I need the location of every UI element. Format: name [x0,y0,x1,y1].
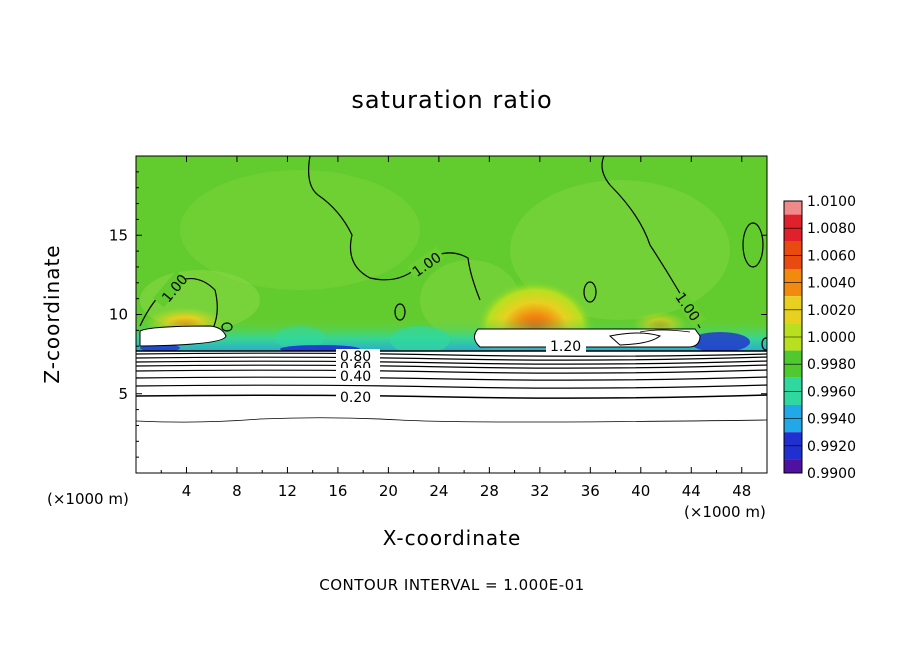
colorbar-segment [784,241,802,256]
colorbar-segment [784,296,802,310]
colorbar-segment [784,377,802,392]
y-tick-label: 5 [118,385,128,403]
colorbar-label: 0.9960 [807,384,856,400]
colorbar-label: 1.0060 [807,248,856,264]
colorbar-segment [784,255,802,269]
colorbar-segment [784,418,802,433]
colorbar-segment [784,337,802,351]
x-tick-label: 36 [581,482,600,500]
colorbar-segment [784,391,802,405]
y-axis: 5 10 15 [109,171,767,458]
colorbar-label: 0.9900 [807,466,856,482]
contour-lines [136,156,767,423]
colorbar-segment [784,228,802,242]
contour-interval-note: CONTOUR INTERVAL = 1.000E-01 [319,576,585,594]
y-axis-label: Z-coordinate [40,244,64,384]
colorbar-segment [784,323,802,337]
x-tick-label: 48 [732,482,751,500]
x-tick-label: 8 [232,482,242,500]
colorbar-label: 1.0100 [807,194,856,210]
colorbar-segment [784,309,802,324]
contour-label: 0.40 [340,369,371,385]
x-axis: 4 8 12 16 20 24 28 32 36 40 44 48 [160,156,751,500]
colorbar-segment [784,364,802,378]
colorbar-label: 0.9920 [807,439,856,455]
colorbar-segment [784,445,802,460]
colorbar-segment [784,201,802,215]
x-tick-label: 4 [182,482,192,500]
heatmap-field: 1.00 1.00 1.00 1.20 0.80 0.60 0.40 0.20 [136,156,767,473]
colorbar-label: 0.9940 [807,412,856,428]
colorbar-label: 1.0040 [807,276,856,292]
x-tick-label: 32 [530,482,549,500]
x-tick-label: 12 [278,482,297,500]
colorbar-segment [784,459,802,473]
colorbar-segment [784,432,802,446]
y-tick-label: 15 [109,226,128,244]
colorbar-label: 1.0080 [807,221,856,237]
colorbar-segment [784,214,802,229]
contour-label: 0.20 [340,390,371,406]
cloud-right [474,328,701,348]
x-tick-label: 28 [480,482,499,500]
colorbar-label: 0.9980 [807,357,856,373]
colorbar-label: 1.0020 [807,303,856,319]
colorbar-label: 1.0000 [807,330,856,346]
contour-label: 1.20 [550,339,581,355]
colorbar-segment [784,350,802,365]
x-tick-label: 40 [631,482,650,500]
x-tick-label: 24 [429,482,448,500]
colorbar-segment [784,405,802,419]
colorbar: 1.0100 1.0080 1.0060 1.0040 1.0020 1.0000 0.99… [783,194,856,482]
x-axis-label: X-coordinate [382,526,522,550]
y-tick-label: 10 [109,306,128,324]
x-tick-label: 44 [682,482,701,500]
cloud-left [139,325,227,347]
x-unit-right: (×1000 m) [684,503,766,521]
x-tick-label: 16 [328,482,347,500]
colorbar-segment [784,282,802,297]
x-unit-left: (×1000 m) [47,490,129,508]
x-tick-label: 20 [379,482,398,500]
chart-title: saturation ratio [351,86,553,114]
colorbar-segment [784,269,802,283]
